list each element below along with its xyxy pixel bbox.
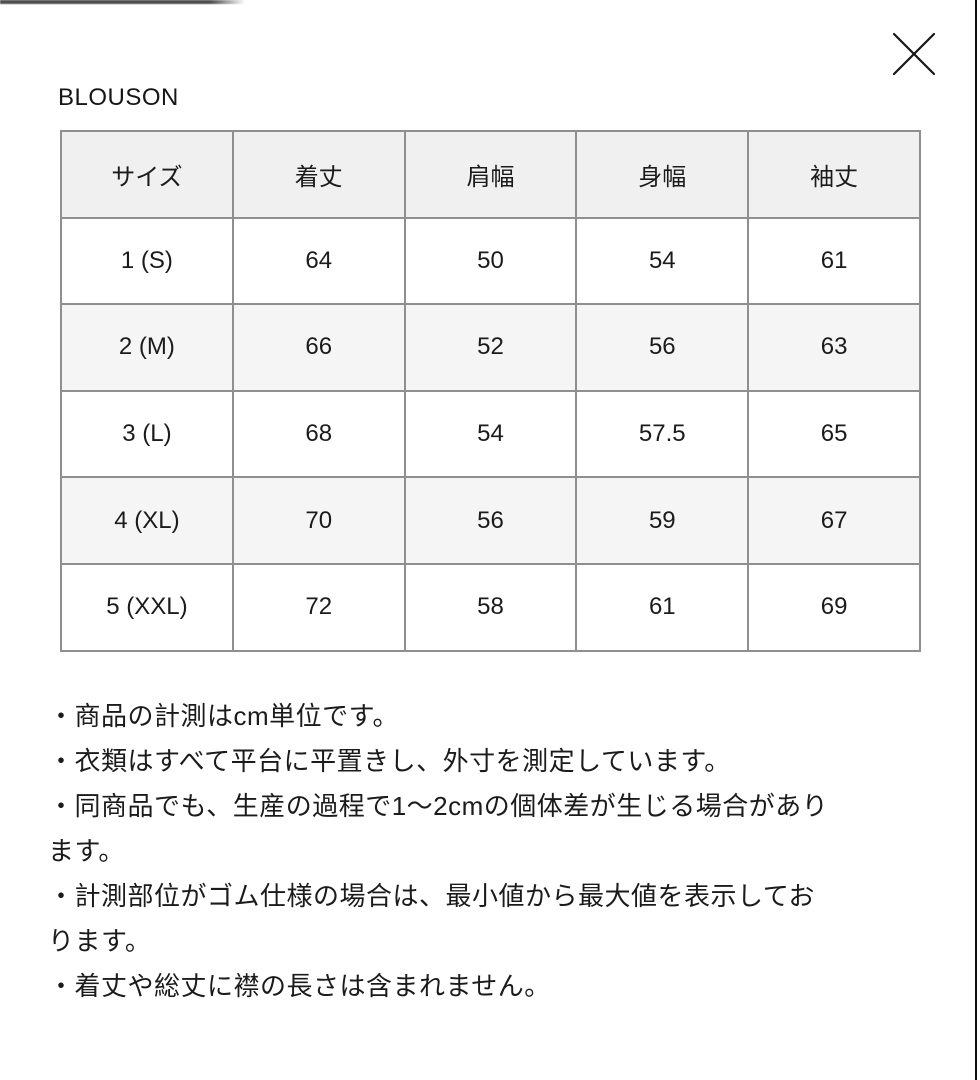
top-edge-artifact [0, 0, 245, 4]
column-header-size: サイズ [60, 130, 234, 219]
note-line: ります。 [48, 926, 152, 956]
measurement-notes: ・商品の計測はcm単位です。 ・衣類はすべて平台に平置きし、外寸を測定しています… [48, 694, 943, 1009]
cell-value: 59 [575, 476, 750, 565]
cell-value: 68 [231, 389, 406, 479]
cell-value: 65 [747, 389, 921, 479]
cell-value: 69 [747, 562, 921, 652]
close-icon [892, 32, 936, 76]
cell-value: 61 [747, 216, 921, 306]
column-header-body-width: 身幅 [575, 130, 750, 219]
note-line: ・計測部位がゴム仕様の場合は、最小値から最大値を表示してお [48, 881, 815, 911]
cell-value: 56 [575, 303, 750, 392]
cell-value: 64 [231, 216, 406, 306]
cell-value: 54 [575, 216, 750, 306]
cell-value: 52 [403, 303, 578, 392]
page-title: BLOUSON [58, 84, 179, 111]
note-line: ・商品の計測はcm単位です。 [48, 701, 400, 731]
cell-size: 5 (XXL) [60, 562, 234, 652]
note-line: ます。 [48, 836, 125, 866]
table-row: 2 (M) 66 52 56 63 [60, 303, 921, 392]
right-edge-line [975, 0, 977, 1080]
note-line: ・着丈や総丈に襟の長さは含まれません。 [48, 971, 551, 1001]
table-header-row: サイズ 着丈 肩幅 身幅 袖丈 [60, 130, 921, 219]
cell-size: 2 (M) [60, 303, 234, 392]
table-row: 4 (XL) 70 56 59 67 [60, 476, 921, 565]
cell-value: 57.5 [575, 389, 750, 479]
cell-size: 4 (XL) [60, 476, 234, 565]
column-header-body-length: 着丈 [231, 130, 406, 219]
cell-value: 61 [575, 562, 750, 652]
cell-size: 3 (L) [60, 389, 234, 479]
cell-value: 67 [747, 476, 921, 565]
cell-value: 58 [403, 562, 578, 652]
size-chart-table: サイズ 着丈 肩幅 身幅 袖丈 1 (S) 64 50 54 61 2 (M) … [60, 130, 921, 652]
cell-value: 50 [403, 216, 578, 306]
cell-value: 54 [403, 389, 578, 479]
cell-value: 56 [403, 476, 578, 565]
column-header-shoulder-width: 肩幅 [403, 130, 578, 219]
cell-size: 1 (S) [60, 216, 234, 306]
cell-value: 66 [231, 303, 406, 392]
close-button[interactable] [884, 24, 944, 84]
note-line: ・同商品でも、生産の過程で1〜2cmの個体差が生じる場合があり [48, 791, 829, 821]
table-row: 5 (XXL) 72 58 61 69 [60, 562, 921, 652]
note-line: ・衣類はすべて平台に平置きし、外寸を測定しています。 [48, 746, 731, 776]
cell-value: 70 [231, 476, 406, 565]
cell-value: 72 [231, 562, 406, 652]
table-row: 3 (L) 68 54 57.5 65 [60, 389, 921, 479]
column-header-sleeve-length: 袖丈 [747, 130, 921, 219]
table-row: 1 (S) 64 50 54 61 [60, 216, 921, 306]
cell-value: 63 [747, 303, 921, 392]
